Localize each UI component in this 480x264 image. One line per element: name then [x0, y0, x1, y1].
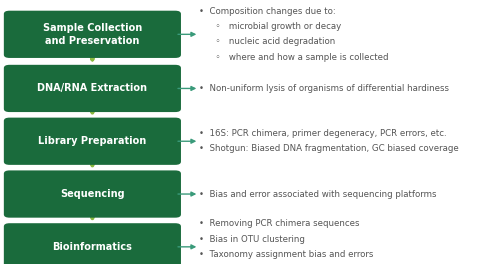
Text: •  Shotgun: Biased DNA fragmentation, GC biased coverage: • Shotgun: Biased DNA fragmentation, GC …: [199, 144, 459, 153]
Text: •  Bias and error associated with sequencing platforms: • Bias and error associated with sequenc…: [199, 190, 437, 199]
FancyBboxPatch shape: [4, 65, 181, 112]
FancyBboxPatch shape: [4, 118, 181, 165]
Text: •  16S: PCR chimera, primer degeneracy, PCR errors, etc.: • 16S: PCR chimera, primer degeneracy, P…: [199, 129, 447, 138]
Text: Sequencing: Sequencing: [60, 189, 125, 199]
Text: •  Non-uniform lysis of organisms of differential hardiness: • Non-uniform lysis of organisms of diff…: [199, 84, 449, 93]
Text: Sample Collection
and Preservation: Sample Collection and Preservation: [43, 23, 142, 46]
FancyBboxPatch shape: [4, 171, 181, 218]
Text: DNA/RNA Extraction: DNA/RNA Extraction: [37, 83, 147, 93]
Text: •  Bias in OTU clustering: • Bias in OTU clustering: [199, 235, 305, 244]
Text: Library Preparation: Library Preparation: [38, 136, 146, 146]
Text: •  Taxonomy assignment bias and errors: • Taxonomy assignment bias and errors: [199, 250, 373, 259]
Text: ◦   where and how a sample is collected: ◦ where and how a sample is collected: [199, 53, 389, 62]
FancyBboxPatch shape: [4, 11, 181, 58]
Text: •  Removing PCR chimera sequences: • Removing PCR chimera sequences: [199, 219, 360, 228]
FancyBboxPatch shape: [4, 223, 181, 264]
Text: •  Composition changes due to:: • Composition changes due to:: [199, 7, 336, 16]
Text: ◦   nucleic acid degradation: ◦ nucleic acid degradation: [199, 37, 336, 46]
Text: Bioinformatics: Bioinformatics: [52, 242, 132, 252]
Text: ◦   microbial growth or decay: ◦ microbial growth or decay: [199, 22, 341, 31]
